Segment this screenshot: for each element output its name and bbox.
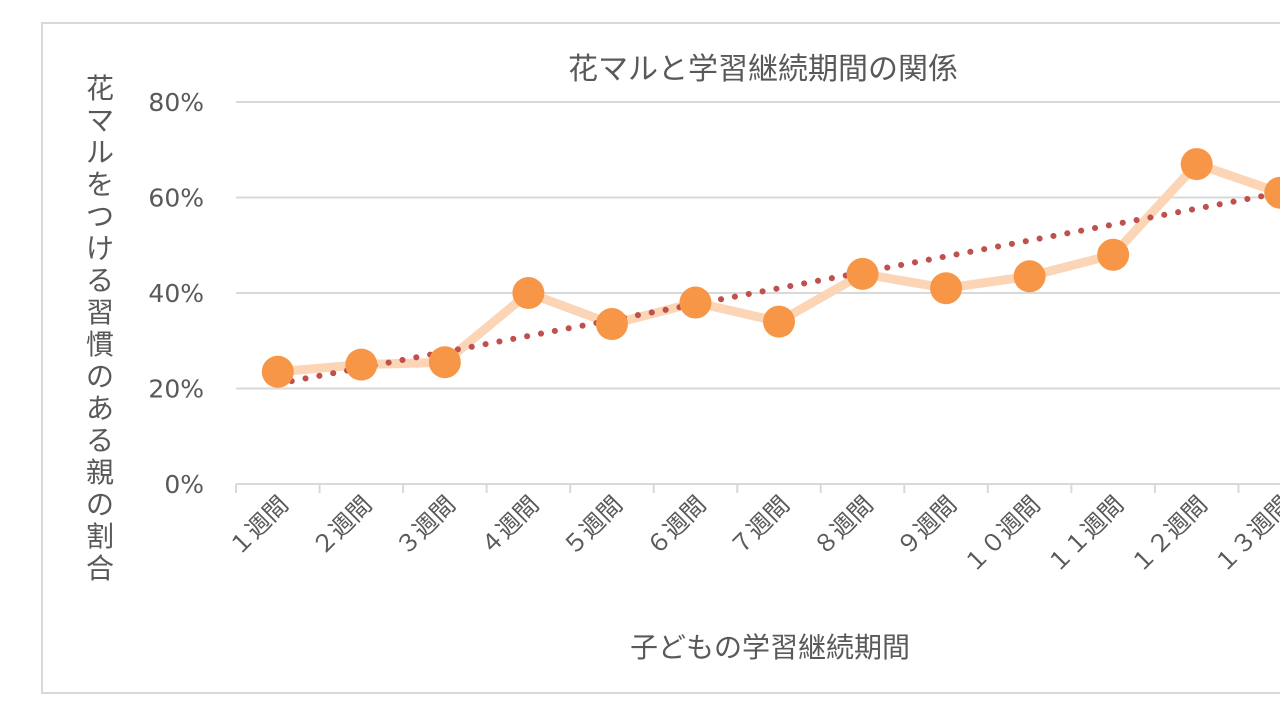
x-tick-label: ８週間 — [808, 490, 879, 561]
y-tick-label: 40% — [148, 279, 204, 308]
y-axis-title-char: あ — [86, 392, 114, 425]
x-axis: １週間 ２週間 ３週間 ４週間 ５週間 ６週間 ７週間 ８週間 ９週間１０週間１１週間１２週間１… — [223, 483, 1280, 578]
y-axis-title-char: 慣 — [86, 328, 114, 361]
y-axis-title-char: け — [86, 232, 114, 265]
x-tick-label: １週間 — [223, 490, 294, 561]
y-axis-title-char: 親 — [86, 456, 114, 489]
data-point — [428, 346, 461, 379]
y-axis-title-char: マ — [86, 104, 114, 137]
gridlines — [236, 101, 1280, 390]
trendline — [274, 189, 1280, 387]
x-axis-title: 子どもの学習継続期間 — [630, 631, 910, 664]
x-tick-label: ４週間 — [474, 490, 545, 561]
x-tick-label: ２週間 — [307, 490, 378, 561]
x-tick-label: ５週間 — [557, 490, 628, 561]
series-line — [273, 159, 1280, 377]
y-tick-label: 0% — [164, 470, 204, 499]
y-axis-title-char: 割 — [86, 520, 114, 553]
data-point — [679, 286, 712, 319]
y-axis-title-char: つ — [86, 200, 114, 233]
x-tick-label: ７週間 — [725, 490, 796, 561]
y-axis-title-char: る — [86, 424, 114, 457]
y-tick-label: 20% — [148, 375, 204, 404]
y-axis-title-char: 習 — [86, 296, 114, 329]
x-tick-label: ３週間 — [390, 490, 461, 561]
data-point — [846, 257, 879, 290]
y-axis-title-char: 花 — [86, 72, 114, 105]
series-layer — [273, 159, 1280, 377]
data-point — [261, 355, 294, 388]
data-point — [1013, 260, 1046, 293]
x-tick-label: １１週間 — [1042, 490, 1130, 578]
x-tick-label: １２週間 — [1125, 490, 1213, 578]
data-point — [1180, 148, 1213, 181]
y-axis-title-char: る — [86, 264, 114, 297]
y-tick-label: 60% — [148, 184, 204, 213]
data-point — [763, 305, 795, 338]
x-tick-label: １３週間 — [1209, 490, 1280, 578]
y-axis-title-char: の — [86, 360, 114, 393]
marker-layer — [261, 148, 1280, 388]
x-tick-label: １０週間 — [958, 490, 1046, 578]
chart-title: 花マルと学習継続期間の関係 — [568, 52, 958, 87]
data-point — [1097, 238, 1130, 271]
x-tick-label: ９週間 — [892, 490, 963, 561]
y-tick-labels: 0% 20% 40% 60% 80% — [148, 88, 204, 499]
chart-frame — [41, 22, 1280, 694]
data-point — [595, 308, 628, 341]
data-point — [1264, 176, 1280, 209]
y-axis-title-char: 合 — [86, 552, 114, 585]
y-axis-title-char: の — [86, 488, 114, 521]
trendline-layer — [274, 189, 1280, 387]
x-tick-label: ６週間 — [641, 490, 712, 561]
data-point — [512, 277, 545, 309]
y-axis-title-char: ル — [86, 136, 114, 169]
data-point — [930, 272, 963, 305]
y-axis-title-char: を — [86, 168, 114, 201]
y-tick-label: 80% — [148, 88, 204, 117]
data-point — [345, 348, 378, 381]
